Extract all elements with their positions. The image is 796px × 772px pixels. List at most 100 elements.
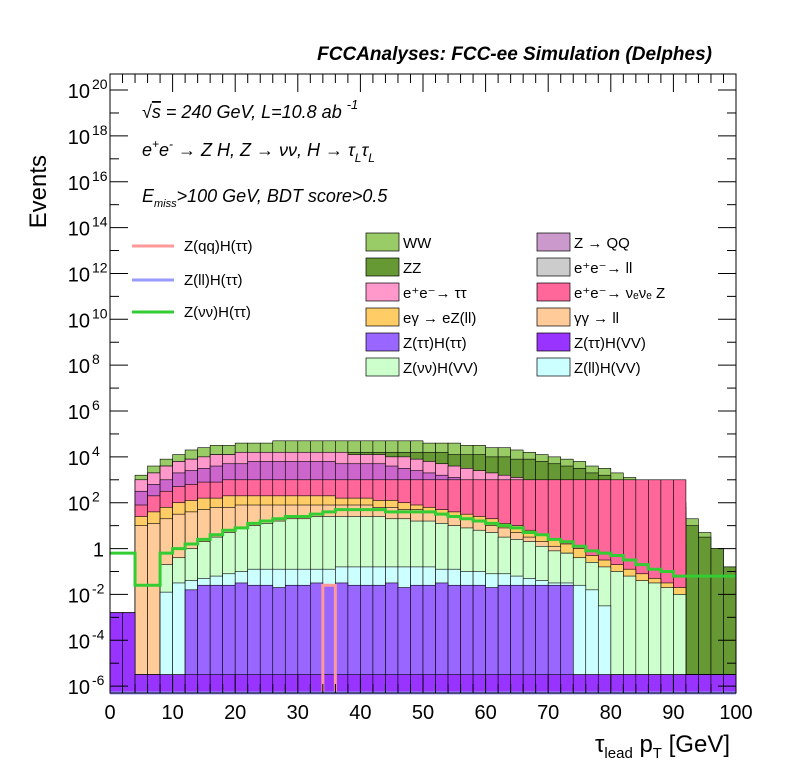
x-tick-label: 80	[600, 702, 622, 724]
stack-bin	[109, 612, 123, 694]
stack-bin	[272, 674, 286, 694]
stack-bin	[197, 674, 211, 694]
stack-bin	[422, 674, 436, 694]
stack-bin	[147, 674, 161, 694]
legend-fill-z-qq: Z → QQ	[536, 232, 630, 252]
stack-bin	[159, 674, 173, 694]
y-tick-label: 10 18	[68, 122, 108, 149]
stack-bin	[335, 674, 349, 694]
y-tick-label: 10 8	[68, 351, 100, 378]
stack-bin	[172, 674, 186, 694]
stack-bin	[623, 674, 637, 694]
legend-fill-z-h: Z(ττ)H(ττ)	[365, 332, 467, 352]
stack-bin	[472, 674, 486, 694]
legend-line-z-qq-h: Z(qq)H(ττ)	[132, 238, 253, 255]
stack-bin	[648, 674, 662, 694]
legend-fill-ww: WW	[365, 232, 432, 252]
y-tick-label: 10 12	[68, 259, 108, 286]
stack-bin	[234, 674, 249, 694]
stack-bin	[259, 674, 274, 694]
stack-bin	[723, 674, 737, 694]
stack-bin	[347, 674, 361, 694]
stack-bin	[134, 674, 148, 694]
legend: Z(qq)H(ττ) Z(ll)H(ττ) Z(νν)H(ττ) WW Z → QQ ZZ…	[132, 232, 665, 377]
legend-fill-label: eγ → eZ(ll)	[403, 310, 476, 327]
stack-bin	[310, 674, 324, 694]
stack-bin	[510, 674, 524, 694]
stack-bin	[485, 674, 499, 694]
annotation-process: e+e- → Z H, Z → νν, H → τLτL	[142, 137, 375, 165]
legend-fill-swatch	[365, 232, 400, 252]
legend-fill-swatch	[365, 257, 400, 277]
legend-fill-e-e-z: e⁺e⁻→ νₑνₑ Z	[536, 282, 665, 302]
stack-bin	[522, 674, 536, 694]
legend-fill-label: Z(ττ)H(VV)	[574, 335, 646, 352]
stack-bin	[635, 674, 649, 694]
annotations: √s = 240 GeV, L=10.8 ab -1 e+e- → Z H, Z …	[142, 97, 388, 210]
stack-bin	[460, 674, 474, 694]
y-tick-label: 10 14	[68, 214, 108, 241]
stack-bin	[698, 674, 712, 694]
stack-bin	[284, 674, 299, 694]
legend-fill-label: e⁺e⁻→ ll	[574, 260, 632, 277]
legend-fill-label: ZZ	[403, 260, 421, 277]
y-tick-label: 10 20	[68, 76, 108, 103]
legend-line-label: Z(ll)H(ττ)	[184, 272, 243, 289]
legend-fill-zz: ZZ	[365, 257, 421, 277]
y-tick-label: 10 10	[68, 305, 108, 332]
legend-fill-ll: γγ → ll	[536, 307, 619, 327]
x-tick-label: 90	[662, 702, 684, 724]
legend-fill-z-ll-h-vv: Z(ll)H(VV)	[536, 357, 641, 377]
stack-bin	[535, 674, 549, 694]
legend-fill-swatch	[536, 232, 571, 252]
stack-bin	[209, 674, 223, 694]
stack-bin	[184, 674, 198, 694]
stack-bin	[134, 525, 148, 694]
stack-bin	[222, 674, 236, 694]
legend-line-label: Z(qq)H(ττ)	[184, 238, 253, 255]
legend-fill-label: e⁺e⁻→ ττ	[403, 285, 467, 302]
legend-fill-swatch	[536, 282, 571, 302]
stack-bin	[497, 674, 511, 694]
legend-line-label: Z(νν)H(ττ)	[184, 304, 251, 321]
stack-bin	[247, 674, 261, 694]
stack-bin	[572, 674, 587, 694]
legend-fill-e-e: e⁺e⁻→ ττ	[365, 282, 467, 302]
stack-bin	[560, 674, 574, 694]
annotation-energy-lumi: √s = 240 GeV, L=10.8 ab -1	[142, 97, 358, 122]
y-tick-label: 10 6	[68, 397, 100, 424]
legend-fill-swatch	[365, 332, 400, 352]
legend-fill-label: Z(ll)H(VV)	[574, 360, 641, 377]
stack-bin	[685, 525, 699, 694]
x-tick-label: 100	[719, 702, 752, 724]
stack-bin	[585, 674, 599, 694]
x-tick-label: 40	[349, 702, 371, 724]
y-axis-label: Events	[25, 155, 52, 228]
legend-fill-swatch	[536, 307, 571, 327]
stack-bin	[547, 674, 562, 694]
y-tick-label: 10 -2	[68, 580, 105, 607]
signal-line-z-h	[110, 508, 736, 587]
legend-fill-swatch	[536, 257, 571, 277]
plot-area	[109, 74, 737, 694]
stack-bin	[610, 674, 624, 694]
y-tick-label: 10 -4	[68, 626, 105, 653]
stack-bin	[435, 674, 449, 694]
legend-fill-label: e⁺e⁻→ νₑνₑ Z	[574, 285, 665, 302]
legend-fill-z-h-vv: Z(ττ)H(VV)	[536, 332, 646, 352]
stack-bin	[723, 566, 737, 694]
stack-bin	[322, 674, 336, 694]
legend-fill-swatch	[536, 357, 571, 377]
y-tick-label: 10 16	[68, 168, 108, 195]
x-tick-label: 10	[161, 702, 183, 724]
legend-line-z-h: Z(νν)H(ττ)	[132, 304, 251, 321]
x-axis-label: τlead pT [GeV]	[595, 731, 730, 762]
stack-bin	[660, 674, 674, 694]
stack-bin	[597, 674, 612, 694]
stack-bin	[447, 674, 461, 694]
legend-fill-swatch	[365, 357, 400, 377]
legend-fill-label: WW	[403, 235, 432, 252]
stack-bin	[122, 612, 136, 694]
stack-bin	[397, 674, 411, 694]
